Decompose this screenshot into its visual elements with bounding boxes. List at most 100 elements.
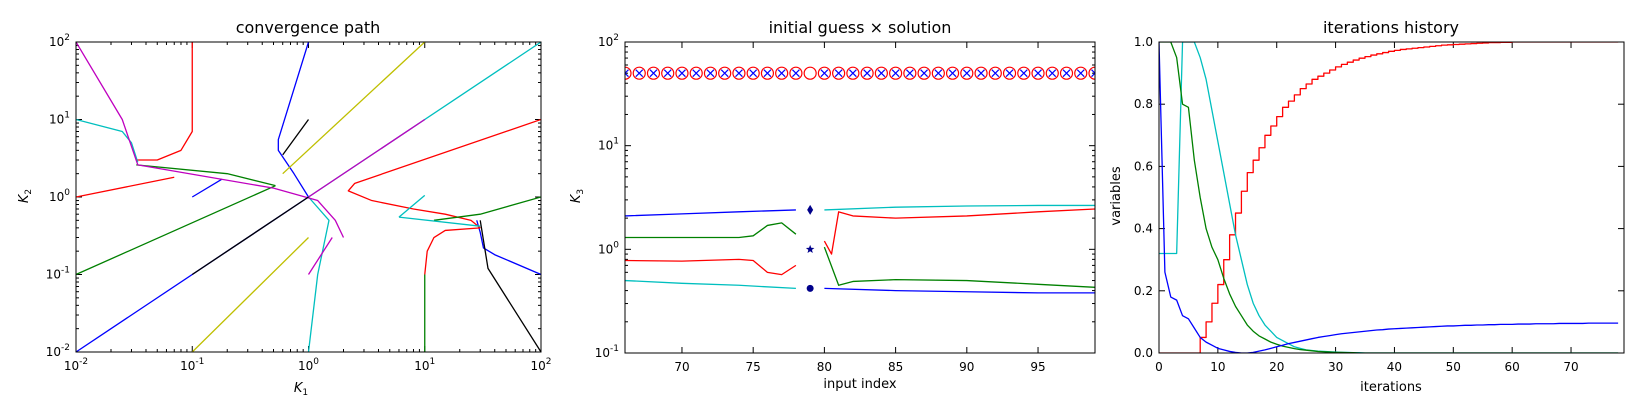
plot-area xyxy=(1159,42,1619,353)
y-tick-label: 100 xyxy=(598,240,619,256)
x-marker xyxy=(749,69,758,78)
series-line xyxy=(625,279,796,290)
circle-marker xyxy=(817,66,831,80)
circle-marker xyxy=(1017,66,1031,80)
circle-marker xyxy=(931,66,945,80)
tick-exponent: 1 xyxy=(430,357,436,367)
series-line xyxy=(191,237,309,352)
plot-area xyxy=(625,66,1095,294)
circle-marker xyxy=(960,66,974,80)
x-axis-label: K1 xyxy=(294,381,308,398)
series-line xyxy=(76,118,139,163)
x-tick-label: 70 xyxy=(1563,360,1578,374)
series-line xyxy=(433,196,541,221)
x-tick-label: 85 xyxy=(888,360,903,374)
x-tick-label: 80 xyxy=(817,360,832,374)
y-tick-label: 10-2 xyxy=(46,343,70,359)
tick-base: 10 xyxy=(46,268,61,282)
x-marker xyxy=(678,69,686,78)
series-line xyxy=(1159,42,1619,353)
x-marker xyxy=(720,69,729,78)
series-line xyxy=(824,287,1095,294)
circle-marker xyxy=(1074,66,1088,80)
x-tick-label: 20 xyxy=(1269,360,1284,374)
x-marker xyxy=(1048,69,1057,78)
x-marker xyxy=(877,69,886,78)
circle-marker xyxy=(846,66,860,80)
y-tick-label: 0.8 xyxy=(1134,97,1153,111)
circle-marker xyxy=(775,66,789,80)
y-tick-label: 101 xyxy=(49,111,70,127)
series-line xyxy=(307,196,330,352)
circle-marker xyxy=(988,66,1002,80)
y-axis-label: K3 xyxy=(569,189,586,203)
tick-exponent: 2 xyxy=(613,33,619,43)
plot-frame xyxy=(75,41,542,353)
circle-marker xyxy=(646,66,661,80)
circle-marker xyxy=(703,66,718,80)
y-tick-label: 100 xyxy=(49,188,70,204)
tick-base: 10 xyxy=(595,346,610,360)
tick-exponent: 1 xyxy=(64,111,70,121)
circle-marker xyxy=(1031,66,1045,80)
tick-base: 10 xyxy=(530,359,545,373)
tick-exponent: -1 xyxy=(610,344,619,354)
x-tick-label: 101 xyxy=(414,357,435,373)
tick-base: 10 xyxy=(414,359,429,373)
circle-marker xyxy=(803,66,817,80)
y-axis-label-main: K xyxy=(569,193,584,203)
x-axis-label: input index xyxy=(823,377,896,392)
x-marker xyxy=(848,69,857,78)
tick-base: 10 xyxy=(49,190,64,204)
circle-marker xyxy=(689,66,703,80)
y-tick-label: 1.0 xyxy=(1134,35,1153,49)
series-line xyxy=(625,209,796,217)
tick-exponent: -1 xyxy=(195,357,204,367)
circle-marker xyxy=(1002,66,1017,80)
x-tick-label: 10-1 xyxy=(180,357,204,373)
tick-exponent: -1 xyxy=(61,266,70,276)
x-marker xyxy=(663,69,672,78)
tick-exponent: 1 xyxy=(613,137,619,147)
x-marker xyxy=(834,69,843,78)
series-line xyxy=(136,164,276,187)
series-line xyxy=(191,178,223,198)
x-tick-label: 40 xyxy=(1387,360,1402,374)
circle-marker xyxy=(889,66,903,80)
x-marker xyxy=(863,69,872,78)
y-axis-label-sub: 3 xyxy=(576,189,586,195)
circle-marker xyxy=(917,66,931,80)
x-marker xyxy=(735,69,743,78)
x-marker xyxy=(934,69,943,78)
x-tick-label: 100 xyxy=(298,357,319,373)
x-axis-label: iterations xyxy=(1360,380,1422,395)
series-line xyxy=(424,227,481,275)
circle-marker xyxy=(632,66,646,80)
chart-title: initial guess × solution xyxy=(769,18,952,37)
x-marker xyxy=(1019,69,1028,78)
series-line xyxy=(76,176,175,198)
tick-base: 10 xyxy=(64,359,79,373)
circle-marker xyxy=(746,66,760,80)
series-line xyxy=(398,216,481,227)
x-marker xyxy=(1076,69,1085,78)
x-marker xyxy=(692,69,701,78)
chart-title: convergence path xyxy=(236,18,381,37)
x-marker xyxy=(1091,69,1095,78)
x-tick-label: 10-2 xyxy=(64,357,88,373)
x-marker xyxy=(625,69,629,78)
circle-marker xyxy=(1088,66,1095,80)
circle-marker xyxy=(675,66,689,80)
plot-area xyxy=(76,42,541,352)
x-tick-label: 0 xyxy=(1155,360,1163,374)
circle-marker xyxy=(661,66,675,80)
series-line xyxy=(1159,42,1619,353)
tick-base: 10 xyxy=(46,345,61,359)
x-axis-label-sub: 1 xyxy=(302,388,308,398)
circle-marker xyxy=(945,66,960,80)
y-axis-label-sub: 2 xyxy=(24,189,34,195)
series-line xyxy=(823,208,1095,255)
y-tick-label: 0.2 xyxy=(1134,284,1153,298)
x-marker xyxy=(977,69,985,78)
